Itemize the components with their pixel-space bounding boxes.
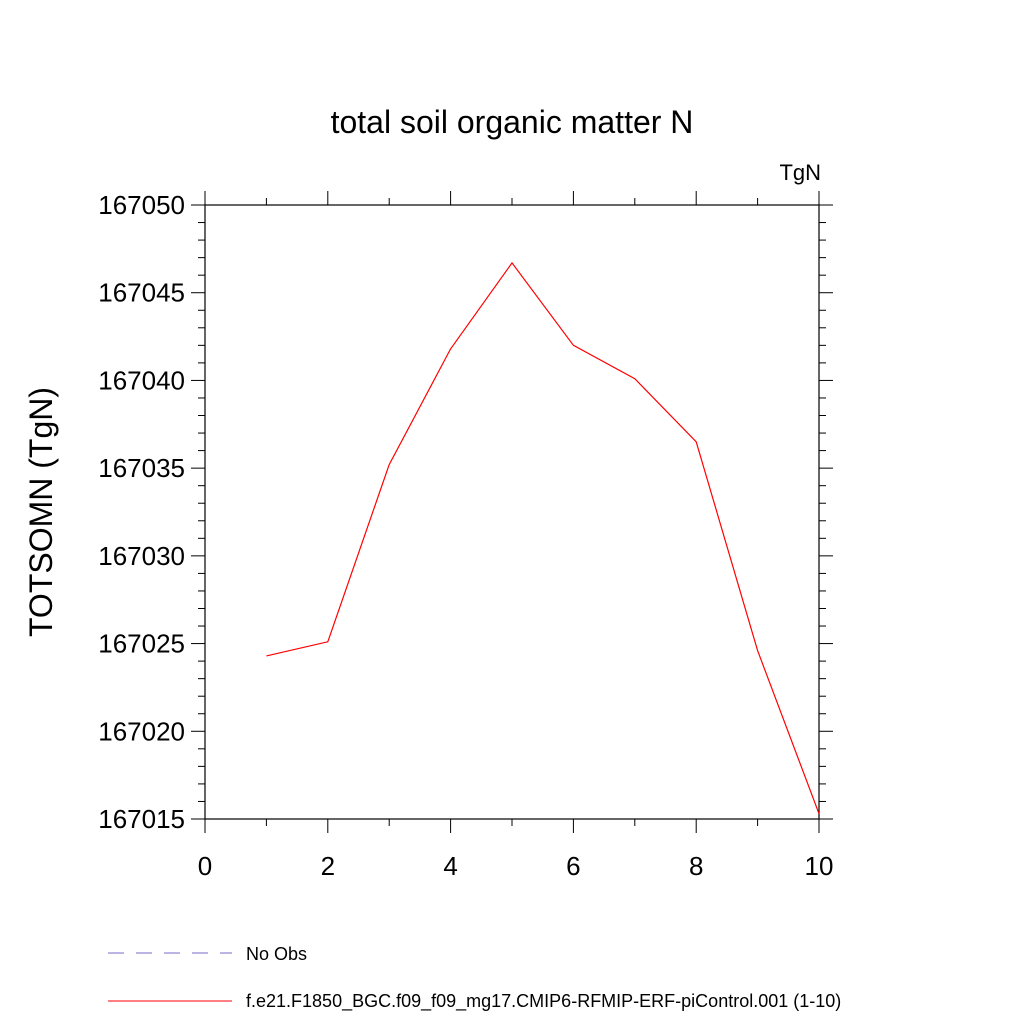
y-tick-label: 167045 [98, 278, 185, 308]
x-tick-label: 2 [321, 851, 335, 881]
y-tick-label: 167030 [98, 541, 185, 571]
x-axis-ticks: 0 2 4 6 8 10 [198, 191, 834, 881]
y-tick-label: 167035 [98, 453, 185, 483]
y-tick-label: 167040 [98, 365, 185, 395]
y-tick-label: 167020 [98, 716, 185, 746]
legend-label-series: f.e21.F1850_BGC.f09_f09_mg17.CMIP6-RFMIP… [246, 991, 841, 1012]
legend: No Obs f.e21.F1850_BGC.f09_f09_mg17.CMIP… [108, 944, 841, 1012]
x-tick-label: 10 [805, 851, 834, 881]
legend-label-no-obs: No Obs [246, 944, 307, 964]
y-axis-label: TOTSOMN (TgN) [23, 387, 59, 637]
y-tick-label: 167015 [98, 804, 185, 834]
series-line-0 [266, 261, 820, 814]
y-tick-label: 167050 [98, 190, 185, 220]
series-group [266, 261, 820, 814]
y-axis-ticks: 167015 167020 167025 167030 167035 167040 1670… [98, 190, 833, 834]
units-label: TgN [779, 160, 821, 185]
x-tick-label: 4 [443, 851, 457, 881]
x-tick-label: 0 [198, 851, 212, 881]
y-tick-label: 167025 [98, 629, 185, 659]
plot-frame [204, 204, 820, 820]
chart-title: total soil organic matter N [331, 104, 694, 140]
x-tick-label: 8 [689, 851, 703, 881]
x-tick-label: 6 [566, 851, 580, 881]
